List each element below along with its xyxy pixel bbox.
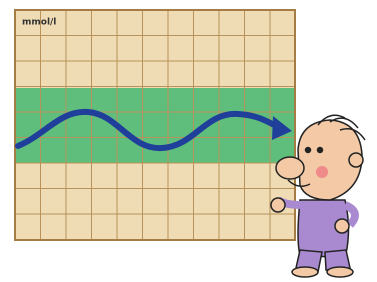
page: mmol/l (() => { const data = JSON.parse(… [0,0,377,282]
unit-label: mmol/l [22,18,56,28]
illustration: mmol/l [0,0,377,282]
target-band [15,88,295,163]
